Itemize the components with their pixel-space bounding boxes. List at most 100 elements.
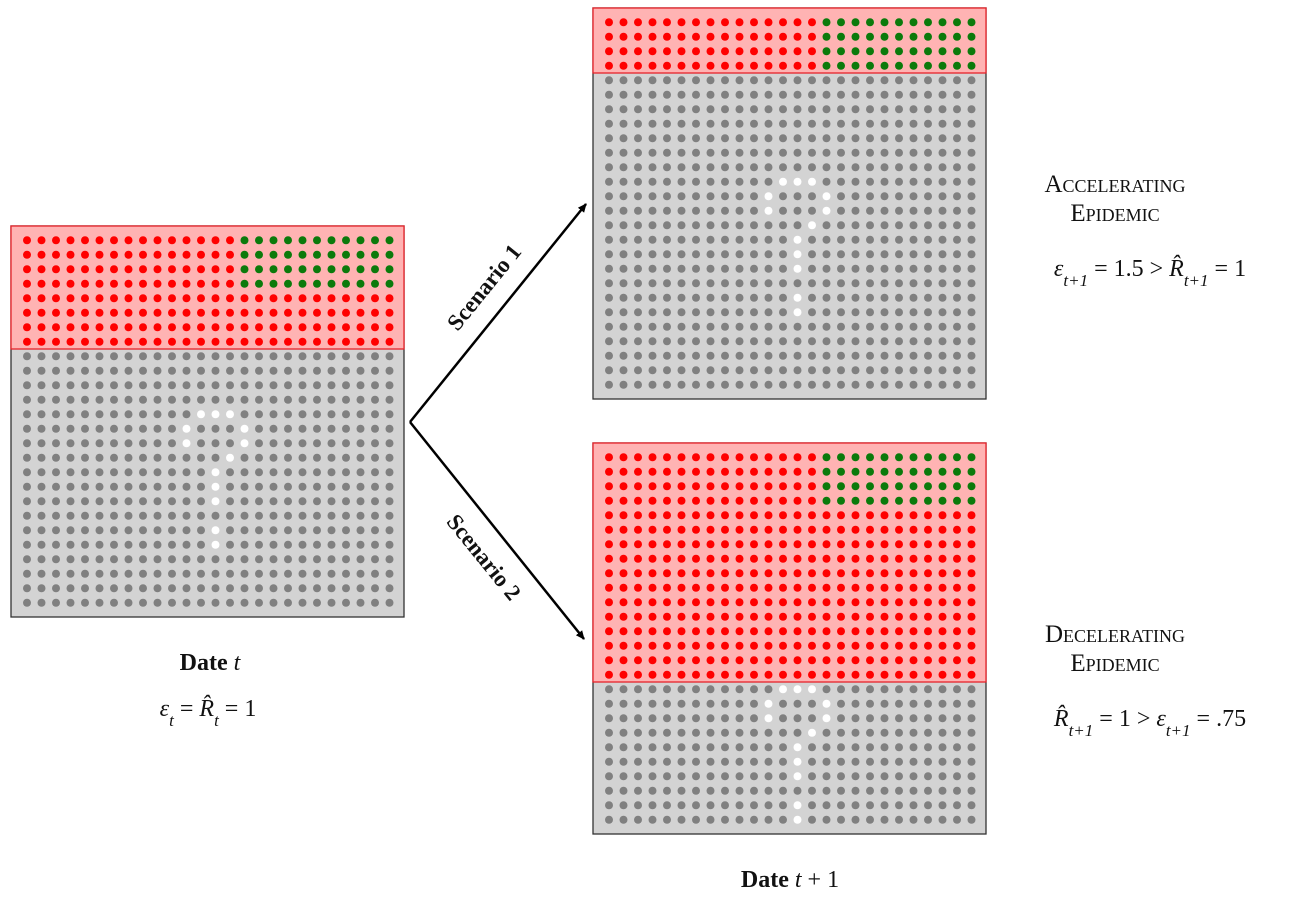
dot xyxy=(895,815,903,824)
dot xyxy=(23,598,31,607)
dot xyxy=(619,511,628,520)
dot xyxy=(866,453,874,462)
dot xyxy=(735,699,744,708)
dot xyxy=(663,699,671,708)
dot xyxy=(255,352,263,361)
dot xyxy=(211,439,220,448)
dot xyxy=(808,279,816,288)
dot xyxy=(298,250,307,259)
dot xyxy=(313,294,321,303)
dot xyxy=(750,496,758,505)
dot xyxy=(706,786,715,795)
dot xyxy=(648,380,657,389)
dot xyxy=(605,322,613,331)
dot xyxy=(851,264,860,273)
dot xyxy=(706,511,715,520)
dot xyxy=(634,119,642,128)
dot xyxy=(284,468,292,477)
dot xyxy=(735,511,744,520)
dot xyxy=(764,685,773,694)
text-part: = 1 > xyxy=(1093,706,1156,732)
dot xyxy=(938,453,947,462)
dot xyxy=(822,786,831,795)
dot xyxy=(967,612,976,621)
dot xyxy=(909,569,918,578)
dot xyxy=(924,714,932,723)
dot xyxy=(634,685,642,694)
dot xyxy=(298,337,307,346)
dot xyxy=(837,134,845,143)
dot xyxy=(793,656,802,665)
dot xyxy=(967,467,976,476)
dot xyxy=(168,511,176,520)
dot xyxy=(750,61,758,70)
dot xyxy=(663,757,671,766)
dot xyxy=(95,410,104,419)
dot xyxy=(692,786,700,795)
dot xyxy=(706,206,715,215)
dot xyxy=(23,497,31,506)
dot xyxy=(124,511,133,520)
dot xyxy=(909,380,918,389)
dot xyxy=(605,685,613,694)
dot xyxy=(81,279,89,288)
dot xyxy=(837,627,845,636)
dot xyxy=(371,555,379,564)
dot xyxy=(793,670,802,679)
dot xyxy=(837,482,845,491)
dot xyxy=(110,453,118,462)
dot xyxy=(750,18,758,27)
dot xyxy=(822,801,831,810)
dot xyxy=(182,265,191,274)
dot xyxy=(706,322,715,331)
dot xyxy=(808,308,816,317)
dot xyxy=(967,250,976,259)
dot xyxy=(648,308,657,317)
dot xyxy=(909,293,918,302)
dot xyxy=(924,308,932,317)
dot xyxy=(52,511,60,520)
dot xyxy=(909,627,918,636)
dot xyxy=(924,670,932,679)
dot xyxy=(793,380,802,389)
dot xyxy=(66,308,75,317)
dot xyxy=(793,728,802,737)
dot xyxy=(313,366,321,375)
dot xyxy=(153,555,162,564)
dot xyxy=(619,119,628,128)
dot xyxy=(721,685,729,694)
dot xyxy=(822,583,831,592)
dot xyxy=(808,148,816,157)
dot xyxy=(808,569,816,578)
scenario-title: Decelerating xyxy=(1045,621,1185,648)
dot xyxy=(706,743,715,752)
dot xyxy=(938,583,947,592)
formula: εt = R̂t = 1 xyxy=(160,695,257,729)
dot xyxy=(967,76,976,85)
dot xyxy=(750,264,758,273)
dot xyxy=(880,772,889,781)
dot xyxy=(240,497,249,506)
dot xyxy=(634,714,642,723)
dot xyxy=(938,612,947,621)
dot xyxy=(313,511,321,520)
dot xyxy=(37,410,46,419)
dot xyxy=(298,497,307,506)
dot xyxy=(967,656,976,665)
dot xyxy=(721,496,729,505)
dot xyxy=(721,279,729,288)
dot xyxy=(211,323,220,332)
dot xyxy=(23,453,31,462)
dot xyxy=(808,670,816,679)
dot xyxy=(313,265,321,274)
dot xyxy=(924,772,932,781)
dot xyxy=(327,482,336,491)
dot xyxy=(967,583,976,592)
dot xyxy=(677,264,686,273)
dot xyxy=(808,453,816,462)
dot xyxy=(808,540,816,549)
dot xyxy=(837,119,845,128)
dot xyxy=(269,279,278,288)
dot xyxy=(721,148,729,157)
dot xyxy=(837,467,845,476)
